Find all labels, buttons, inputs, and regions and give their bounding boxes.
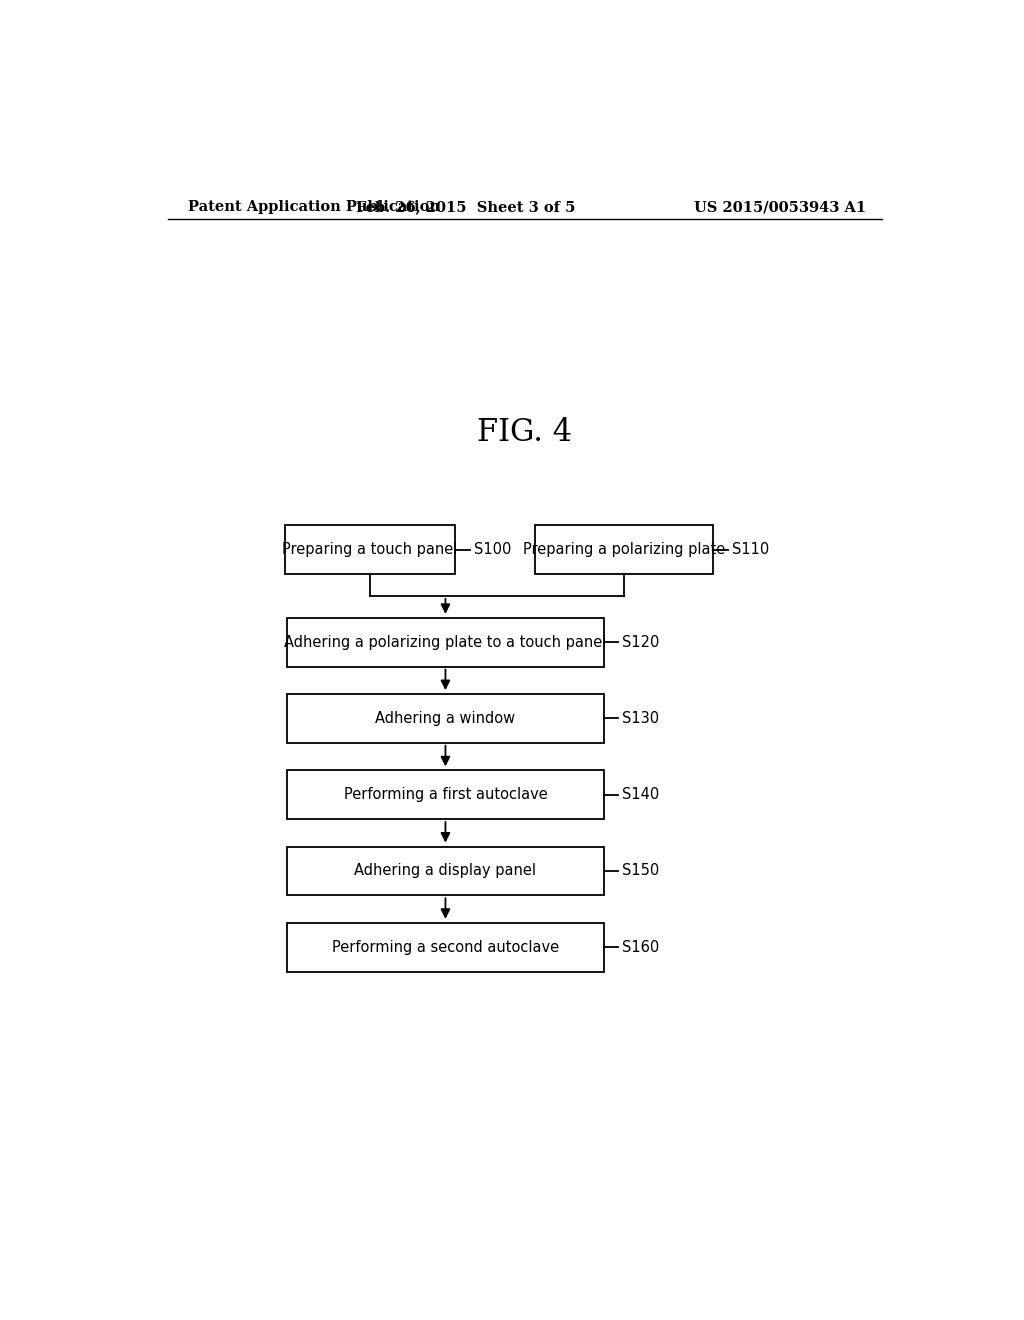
Bar (287, 618, 604, 667)
Text: FIG. 4: FIG. 4 (477, 417, 572, 449)
Text: S160: S160 (623, 940, 659, 954)
Text: S120: S120 (623, 635, 659, 649)
Text: Preparing a touch panel: Preparing a touch panel (283, 543, 458, 557)
Text: S130: S130 (623, 711, 659, 726)
Text: Performing a second autoclave: Performing a second autoclave (332, 940, 559, 954)
Text: Feb. 26, 2015  Sheet 3 of 5: Feb. 26, 2015 Sheet 3 of 5 (355, 201, 574, 214)
Bar (535, 525, 714, 574)
Bar (287, 694, 604, 743)
Text: Adhering a polarizing plate to a touch panel: Adhering a polarizing plate to a touch p… (285, 635, 606, 649)
Bar (287, 771, 604, 818)
Text: S100: S100 (474, 543, 511, 557)
Text: S110: S110 (731, 543, 769, 557)
Text: Performing a first autoclave: Performing a first autoclave (344, 787, 547, 803)
Text: Adhering a window: Adhering a window (376, 711, 515, 726)
Text: Patent Application Publication: Patent Application Publication (187, 201, 439, 214)
Text: US 2015/0053943 A1: US 2015/0053943 A1 (694, 201, 866, 214)
Bar (285, 525, 456, 574)
Text: Adhering a display panel: Adhering a display panel (354, 863, 537, 878)
Bar (287, 846, 604, 895)
Text: Preparing a polarizing plate: Preparing a polarizing plate (523, 543, 725, 557)
Text: S150: S150 (623, 863, 659, 878)
Text: S140: S140 (623, 787, 659, 803)
Bar (287, 923, 604, 972)
